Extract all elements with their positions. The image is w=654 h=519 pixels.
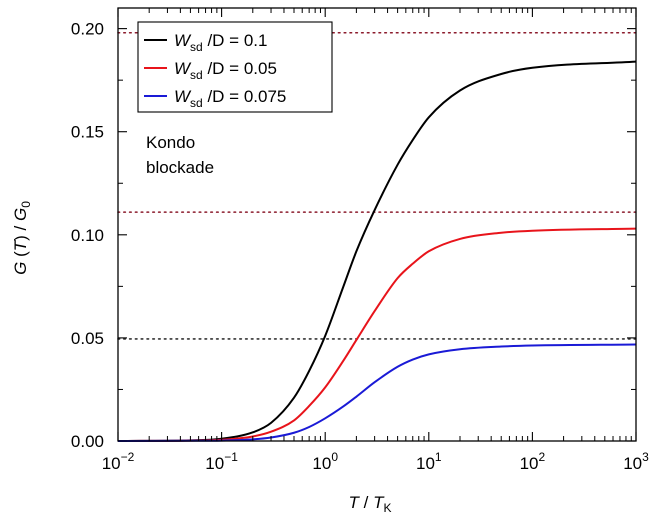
y-tick-label: 0.15 xyxy=(71,123,104,142)
plot-frame xyxy=(117,7,637,442)
y-tick-label: 0.00 xyxy=(71,432,104,451)
series-lines xyxy=(117,60,637,442)
x-tick-label: 101 xyxy=(416,450,442,473)
tick-labels: 0.00 0.05 0.10 0.15 0.20 10−2 10−1 100 101 102 103 xyxy=(71,20,649,473)
x-tick-label: 10−1 xyxy=(205,450,238,473)
series-line-1 xyxy=(117,227,637,442)
legend-box xyxy=(137,21,333,113)
legend-label-2: Wsd /D = 0.075 xyxy=(174,87,286,110)
y-axis-label: G (T) / G0 xyxy=(11,201,33,275)
annotation-blockade: blockade xyxy=(146,158,214,177)
legend-label-0: Wsd /D = 0.1 xyxy=(174,31,267,54)
series-line-0 xyxy=(117,60,637,442)
x-axis-label: T / TK xyxy=(349,493,392,515)
x-tick-label: 102 xyxy=(520,450,546,473)
x-tick-label: 100 xyxy=(312,450,338,473)
legend-label-1: Wsd /D = 0.05 xyxy=(174,59,277,82)
annotation-kondo: Kondo xyxy=(146,133,195,152)
x-tick-label: 10−2 xyxy=(102,450,135,473)
y-tick-label: 0.05 xyxy=(71,329,104,348)
series-line-2 xyxy=(117,343,637,442)
y-tick-label: 0.10 xyxy=(71,226,104,245)
legend: Wsd /D = 0.1 Wsd /D = 0.05 Wsd /D = 0.075 xyxy=(137,21,333,113)
y-tick-label: 0.20 xyxy=(71,20,104,39)
x-tick-label: 103 xyxy=(623,450,649,473)
